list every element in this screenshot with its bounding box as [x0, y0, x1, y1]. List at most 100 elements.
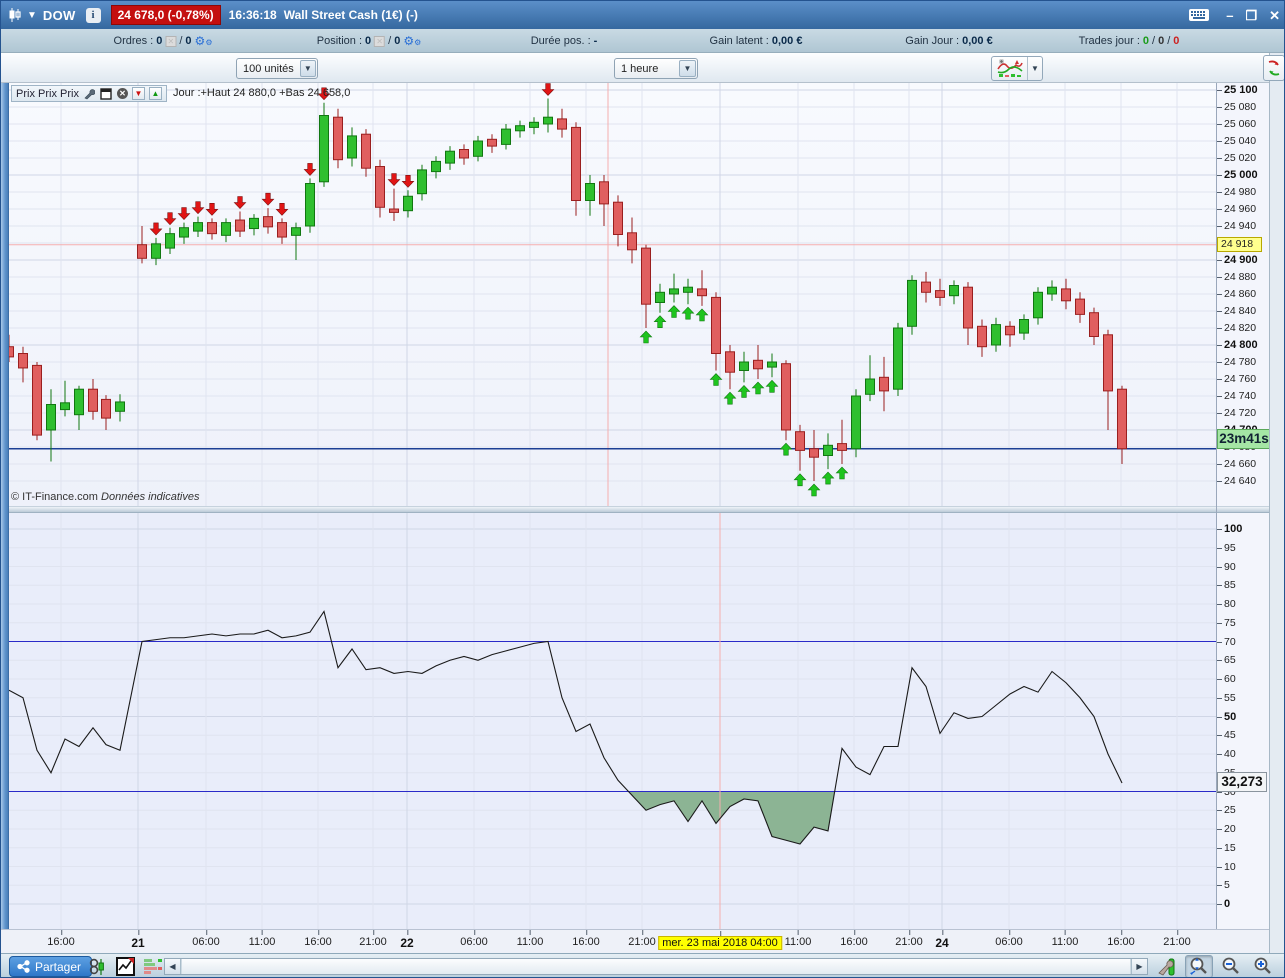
sell-arrow-icon[interactable]: ▼	[131, 87, 145, 100]
reference-price-badge: 24 918	[1217, 237, 1262, 252]
price-tick-label: 24 880	[1217, 271, 1256, 283]
share-icon	[17, 960, 30, 973]
indicator-tick-label: 20	[1217, 823, 1236, 835]
price-chart-header: Prix Prix Prix ✕ ▼ ▲	[11, 85, 167, 102]
price-tick-label: 25 040	[1217, 135, 1256, 147]
orders-label: Ordres :	[113, 35, 154, 47]
price-chart[interactable]	[4, 83, 1216, 506]
indicator-tick-label: 85	[1217, 579, 1236, 591]
position-group: Position : 0 ✕ / 0 ⚙⚙	[316, 34, 422, 48]
orders-gear-icon[interactable]: ⚙⚙	[194, 34, 213, 48]
chevron-down-icon[interactable]: ▼	[27, 9, 37, 21]
panel-divider[interactable]	[9, 506, 1284, 513]
price-tick-label: 24 760	[1217, 373, 1256, 385]
position-gear-icon[interactable]: ⚙⚙	[403, 34, 422, 48]
close-icon[interactable]: ✕	[116, 88, 128, 99]
time-tick-label: 16:00	[840, 930, 868, 948]
time-tick-label: 16:00	[47, 930, 75, 948]
price-tick-label: 24 840	[1217, 305, 1256, 317]
keyboard-icon[interactable]	[1188, 8, 1210, 22]
add-indicator-button[interactable]: ▼	[991, 56, 1043, 81]
price-tick-label: 24 960	[1217, 203, 1256, 215]
zoom-out-icon[interactable]	[1217, 955, 1245, 977]
time-tick-label: 11:00	[248, 930, 276, 948]
price-tick-label: 25 000	[1217, 169, 1258, 181]
time-tick-label: 21:00	[895, 930, 923, 948]
price-tick-label: 25 100	[1217, 84, 1258, 96]
price-tick-label: 24 980	[1217, 186, 1256, 198]
unrealized-gain-group: Gain latent : 0,00 €	[710, 29, 803, 53]
orderbook-icon[interactable]	[141, 956, 165, 977]
window-icon[interactable]	[100, 87, 113, 100]
indicator-tick-label: 80	[1217, 598, 1236, 610]
indicator-tick-label: 0	[1217, 898, 1230, 910]
minimize-button[interactable]: –	[1226, 7, 1234, 23]
news-chart-icon[interactable]	[113, 956, 137, 977]
maximize-button[interactable]: ❒	[1245, 7, 1258, 23]
time-tick-label: 24	[935, 930, 949, 950]
time-tick-label: 11:00	[784, 930, 812, 948]
price-tick-label: 25 080	[1217, 101, 1256, 113]
indicator-tick-label: 75	[1217, 617, 1236, 629]
chart-settings-icon[interactable]	[1153, 955, 1181, 977]
position-disabled-icon: ✕	[374, 35, 386, 47]
scroll-left-icon[interactable]: ◀	[165, 959, 181, 974]
day-gain-value: 0,00 €	[962, 35, 993, 47]
bar-countdown-badge: 23m41s	[1217, 429, 1271, 449]
indicator-tick-label: 65	[1217, 654, 1236, 666]
copyright-note: © IT-Finance.com Données indicatives	[11, 491, 199, 503]
indicative-data-note: Données indicatives	[101, 491, 200, 503]
indicator-tick-label: 70	[1217, 636, 1236, 648]
time-tick-label: 06:00	[192, 930, 220, 948]
indicator-tick-label: 25	[1217, 804, 1236, 816]
duration-group: Durée pos. : -	[531, 29, 598, 53]
time-tick-label: 21:00	[628, 930, 656, 948]
trades-total-count: 0	[1158, 35, 1165, 47]
titlebar: ▼ DOW i 24 678,0 (-0,78%) 16:36:18 Wall …	[1, 1, 1284, 29]
orders-count2: 0	[185, 35, 192, 47]
toggle-side-panel-icon[interactable]	[1263, 55, 1284, 81]
chevron-down-icon[interactable]: ▼	[299, 60, 316, 77]
day-trades-label: Trades jour :	[1078, 35, 1140, 47]
left-panel-splitter[interactable]	[1, 83, 9, 953]
chevron-down-icon[interactable]: ▼	[679, 60, 696, 77]
close-button[interactable]: ✕	[1269, 7, 1280, 23]
orders-group: Ordres : 0 ✕ / 0 ⚙⚙	[113, 34, 213, 48]
info-icon[interactable]: i	[85, 7, 101, 23]
zoom-select-tool[interactable]	[1185, 955, 1213, 977]
scroll-right-icon[interactable]: ▶	[1131, 959, 1147, 974]
instrument-title: DOW	[42, 7, 76, 23]
units-select[interactable]: 100 unités ▼	[236, 58, 318, 79]
time-tick-label: 16:00	[1107, 930, 1135, 948]
zoom-in-icon[interactable]	[1249, 955, 1277, 977]
vertical-scrollbar[interactable]	[1269, 53, 1284, 953]
timeframe-select[interactable]: 1 heure ▼	[614, 58, 698, 79]
time-tick-label: 06:00	[995, 930, 1023, 948]
chart-controls: 100 unités ▼ 1 heure ▼ ▼	[1, 53, 1284, 83]
link-charts-icon[interactable]	[85, 956, 109, 977]
time-tick-label: 22	[400, 930, 414, 950]
copyright-text: © IT-Finance.com	[11, 491, 98, 503]
price-tick-label: 24 720	[1217, 407, 1256, 419]
buy-arrow-icon[interactable]: ▲	[148, 87, 162, 100]
settings-wrench-icon[interactable]	[83, 87, 96, 100]
duration-value: -	[593, 35, 598, 47]
indicator-tick-label: 10	[1217, 861, 1236, 873]
scrollbar-thumb[interactable]	[181, 959, 1131, 974]
indicator-tick-label: 15	[1217, 842, 1236, 854]
day-gain-group: Gain Jour : 0,00 €	[905, 29, 992, 53]
indicator-tick-label: 45	[1217, 729, 1236, 741]
price-tick-label: 24 640	[1217, 475, 1256, 487]
candlestick-icon	[7, 7, 23, 23]
share-button[interactable]: Partager	[9, 956, 93, 977]
price-tick-label: 24 800	[1217, 339, 1258, 351]
rsi-indicator-chart[interactable]	[8, 513, 1216, 929]
chevron-down-icon[interactable]: ▼	[1027, 57, 1042, 80]
horizontal-scrollbar[interactable]: ◀ ▶	[164, 958, 1148, 975]
price-chart-title: Prix Prix Prix	[16, 87, 79, 100]
trades-win-count: 0	[1142, 35, 1150, 47]
time-tick-label: 11:00	[516, 930, 544, 948]
indicator-tick-label: 90	[1217, 561, 1236, 573]
price-change-badge: 24 678,0 (-0,78%)	[110, 5, 221, 25]
